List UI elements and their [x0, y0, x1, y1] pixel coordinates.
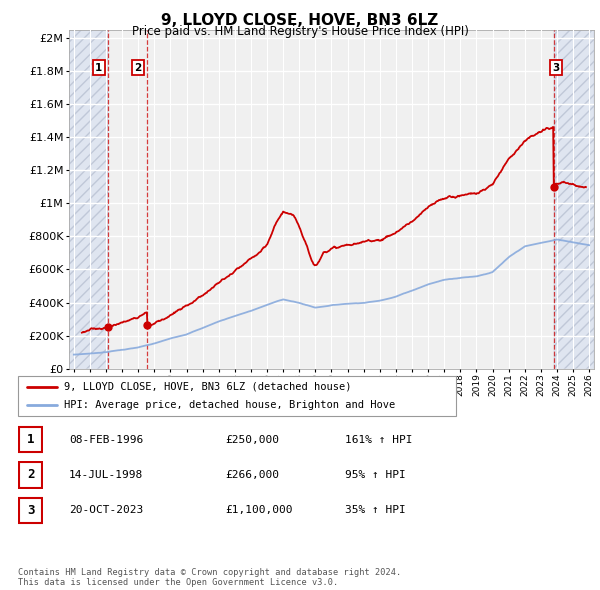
Text: 3: 3	[27, 504, 34, 517]
Text: £1,100,000: £1,100,000	[225, 506, 293, 515]
FancyBboxPatch shape	[19, 462, 42, 488]
Text: 20-OCT-2023: 20-OCT-2023	[69, 506, 143, 515]
FancyBboxPatch shape	[19, 497, 42, 523]
Text: 35% ↑ HPI: 35% ↑ HPI	[345, 506, 406, 515]
Text: £250,000: £250,000	[225, 435, 279, 444]
Bar	[554, 30, 594, 369]
Text: HPI: Average price, detached house, Brighton and Hove: HPI: Average price, detached house, Brig…	[64, 400, 395, 410]
Bar	[554, 30, 594, 369]
Text: 9, LLOYD CLOSE, HOVE, BN3 6LZ: 9, LLOYD CLOSE, HOVE, BN3 6LZ	[161, 13, 439, 28]
Text: 95% ↑ HPI: 95% ↑ HPI	[345, 470, 406, 480]
Text: Contains HM Land Registry data © Crown copyright and database right 2024.
This d: Contains HM Land Registry data © Crown c…	[18, 568, 401, 587]
Text: 2: 2	[27, 468, 34, 481]
Text: 3: 3	[553, 63, 560, 73]
Text: £266,000: £266,000	[225, 470, 279, 480]
Text: 2: 2	[134, 63, 142, 73]
FancyBboxPatch shape	[19, 427, 42, 453]
Bar	[69, 30, 107, 369]
Text: 161% ↑ HPI: 161% ↑ HPI	[345, 435, 413, 444]
Text: 14-JUL-1998: 14-JUL-1998	[69, 470, 143, 480]
Text: 1: 1	[95, 63, 103, 73]
Text: 1: 1	[27, 433, 34, 446]
Text: 08-FEB-1996: 08-FEB-1996	[69, 435, 143, 444]
Bar	[69, 30, 107, 369]
Text: 9, LLOYD CLOSE, HOVE, BN3 6LZ (detached house): 9, LLOYD CLOSE, HOVE, BN3 6LZ (detached …	[64, 382, 352, 392]
Text: Price paid vs. HM Land Registry's House Price Index (HPI): Price paid vs. HM Land Registry's House …	[131, 25, 469, 38]
FancyBboxPatch shape	[18, 376, 456, 416]
